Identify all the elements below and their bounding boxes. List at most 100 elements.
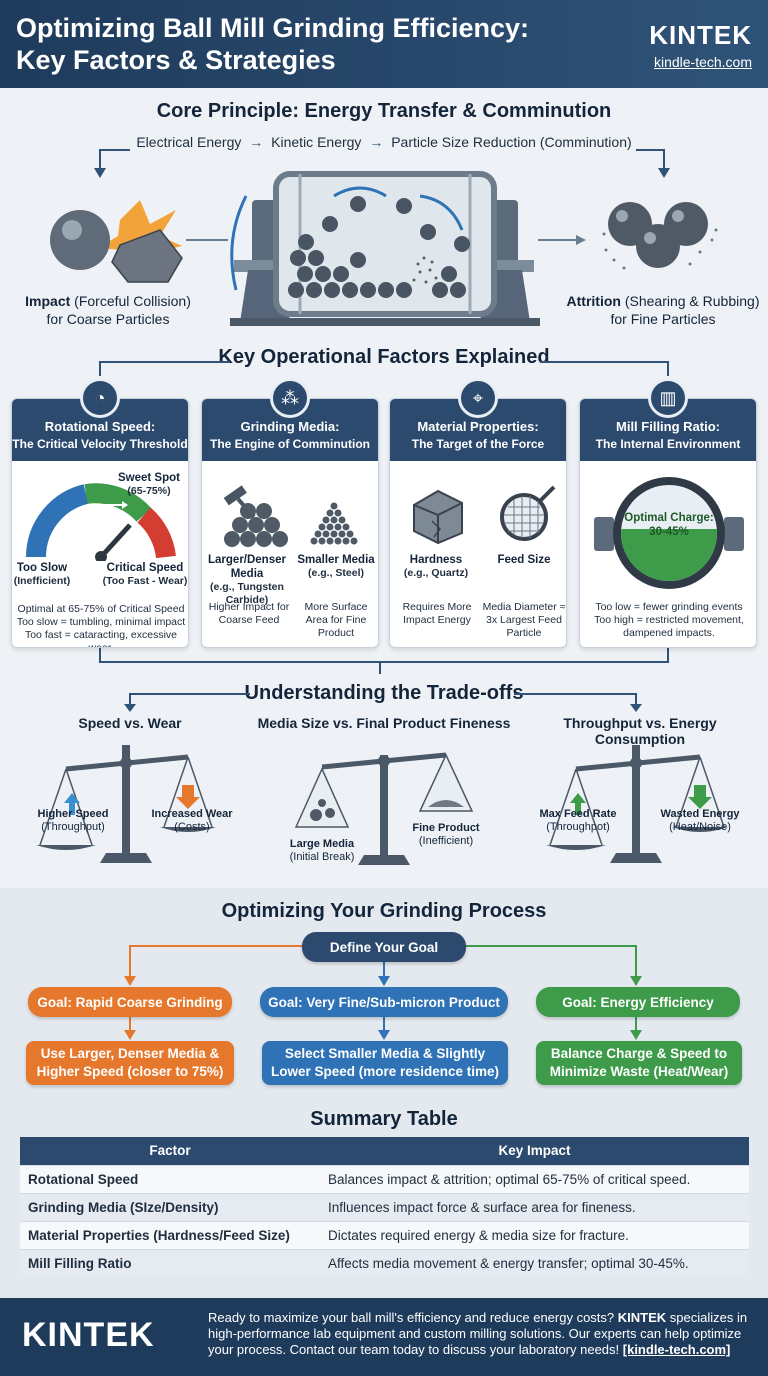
summary-title: Summary Table	[310, 1108, 458, 1130]
increased-wear-text: Increased Wear	[151, 808, 233, 820]
card-subtitle: The Engine of Comminution	[210, 437, 370, 451]
card-mill-filling: Mill Filling Ratio: The Internal Environ…	[579, 398, 757, 648]
impact-caption: Impact (Forceful Collision) for Coarse P…	[0, 292, 216, 328]
critical-speed-label: Critical Speed (Too Fast - Wear)	[100, 561, 188, 588]
wasted-energy-sub: (Heat/Noise)	[669, 821, 731, 833]
scale-icon	[546, 745, 728, 863]
large-media-trade-text: Large Media	[289, 838, 355, 850]
max-feed-label: Max Feed Rate (Throughpot)	[528, 808, 628, 834]
core-illustration	[50, 149, 718, 326]
chain-kinetic: Kinetic Energy	[271, 134, 362, 150]
arrow-down-icon	[176, 785, 200, 809]
higher-speed-text: Higher Speed	[37, 808, 109, 820]
table-cell: Mill Filling Ratio	[20, 1248, 320, 1277]
balls-icon: ⁂	[270, 378, 310, 418]
card-rotational-speed: Rotational Speed: The Critical Velocity …	[11, 398, 189, 648]
goal-fine-box: Goal: Very Fine/Sub-micron Product	[260, 987, 508, 1017]
goal-energy-box: Goal: Energy Efficiency	[536, 987, 740, 1017]
small-media-sub: (e.g., Steel)	[307, 567, 364, 579]
footer-text-part: Ready to maximize your ball mill's effic…	[208, 1310, 618, 1325]
fine-product-sub: (Inefficient)	[418, 835, 474, 847]
chain-electrical: Electrical Energy	[136, 134, 242, 150]
goal-coarse-box: Goal: Rapid Coarse Grinding	[28, 987, 232, 1017]
sweet-spot-label: Sweet Spot (65-75%)	[108, 471, 188, 498]
large-media-label: Larger/Denser Media (e.g., Tungsten Carb…	[202, 553, 292, 607]
table-row: Material Properties (Hardness/Feed Size)…	[20, 1220, 749, 1249]
fine-product-label: Fine Product (Inefficient)	[398, 822, 494, 848]
action-line: Select Smaller Media & Slightly	[284, 1046, 486, 1061]
tradeoff-throughput-energy-title: Throughput vs. Energy Consumption	[563, 715, 717, 747]
speed-note: Too slow = tumbling, minimal impact	[16, 616, 186, 628]
max-feed-sub: (Throughpot)	[546, 821, 610, 833]
scale-icon	[294, 752, 474, 865]
card-subtitle: The Internal Environment	[595, 437, 741, 451]
tradeoffs-title: Understanding the Trade-offs	[244, 682, 524, 704]
sweet-spot-text: Sweet Spot	[118, 472, 180, 484]
footer-text-brand: KINTEK	[617, 1310, 667, 1325]
card-subtitle: The Target of the Force	[411, 437, 545, 451]
media-note-left: Higher Impact for Coarse Feed	[208, 601, 290, 626]
brand-logo: KINTEK	[649, 20, 752, 50]
footer-brand-logo: KINTEK	[22, 1316, 155, 1354]
sweet-spot-range: (65-75%)	[127, 485, 171, 497]
action-line: Use Larger, Denser Media &	[40, 1046, 220, 1061]
footer-text: Ready to maximize your ball mill's effic…	[208, 1310, 756, 1358]
optimize-title: Optimizing Your Grinding Process	[221, 900, 547, 922]
action-line: Higher Speed (closer to 75%)	[36, 1064, 224, 1079]
attrition-label: Attrition	[566, 293, 621, 309]
summary-table: Factor Key Impact Rotational Speed Balan…	[20, 1137, 749, 1277]
too-slow-text: Too Slow	[16, 562, 68, 574]
small-media-text: Smaller Media	[297, 554, 375, 566]
wasted-energy-text: Wasted Energy	[660, 808, 740, 820]
increased-wear-label: Increased Wear (Costs)	[140, 808, 244, 834]
critical-speed-text: Critical Speed	[106, 562, 184, 574]
table-cell: Rotational Speed	[20, 1164, 320, 1193]
attrition-caption: Attrition (Shearing & Rubbing) for Fine …	[558, 292, 768, 328]
optimize-connectors	[124, 945, 642, 1040]
table-row: Mill Filling Ratio Affects media movemen…	[20, 1248, 749, 1277]
optimal-charge-label: Optimal Charge: 30-45%	[610, 511, 728, 539]
fine-product-text: Fine Product	[412, 822, 480, 834]
site-link[interactable]: kindle-tech.com	[653, 54, 752, 70]
card-title: Material Properties:	[417, 419, 539, 434]
tradeoff-connectors	[124, 693, 642, 712]
table-cell: Balances impact & attrition; optimal 65-…	[320, 1164, 749, 1193]
footer-link[interactable]: [kindle-tech.com]	[622, 1342, 731, 1357]
arrow-up-icon	[64, 793, 80, 815]
material-icons	[413, 485, 556, 545]
define-goal-box: Define Your Goal	[302, 932, 466, 962]
media-balls-icon	[223, 485, 358, 547]
factors-connectors	[99, 361, 669, 674]
table-cell: Affects media movement & energy transfer…	[320, 1248, 749, 1277]
ball-mill-icon	[230, 171, 540, 326]
large-media-trade-label: Large Media (Initial Break)	[272, 838, 372, 864]
balance-scales	[36, 745, 728, 865]
table-header-row: Factor Key Impact	[20, 1137, 749, 1165]
large-media-trade-sub: (Initial Break)	[289, 851, 355, 863]
mill-charge-icon	[594, 477, 744, 589]
footer-banner: KINTEK Ready to maximize your ball mill'…	[0, 1298, 768, 1376]
tradeoff-media-fineness-title: Media Size vs. Final Product Fineness	[257, 715, 511, 731]
hardness-text: Hardness	[409, 554, 463, 566]
table-cell: Dictates required energy & media size fo…	[320, 1220, 749, 1249]
arrow-down-icon	[688, 785, 712, 809]
scale-icon	[36, 745, 216, 863]
table-cell: Grinding Media (SIze/Density)	[20, 1192, 320, 1221]
col-key-impact: Key Impact	[320, 1137, 749, 1165]
card-header: Material Properties: The Target of the F…	[390, 399, 566, 461]
card-grinding-media: Grinding Media: The Engine of Comminutio…	[201, 398, 379, 648]
bar-chart-icon: ▥	[648, 378, 688, 418]
action-energy-box: Balance Charge & Speed to Minimize Waste …	[536, 1041, 742, 1085]
large-media-sub: (e.g., Tungsten Carbide)	[210, 581, 284, 606]
card-title: Rotational Speed:	[44, 419, 156, 434]
core-title: Core Principle: Energy Transfer & Commin…	[156, 100, 612, 122]
attrition-icon	[602, 202, 718, 270]
arrow-icon: →	[249, 134, 264, 150]
speed-notes: Optimal at 65-75% of Critical Speed Too …	[12, 603, 188, 647]
card-subtitle: The Critical Velocity Threshold	[12, 437, 188, 451]
attrition-desc: (Shearing & Rubbing)	[620, 293, 760, 309]
rock-icon	[413, 489, 463, 545]
material-note-left: Requires More Impact Energy	[402, 601, 472, 626]
table-row: Rotational Speed Balances impact & attri…	[20, 1164, 749, 1193]
attrition-line2: for Fine Particles	[610, 311, 716, 327]
